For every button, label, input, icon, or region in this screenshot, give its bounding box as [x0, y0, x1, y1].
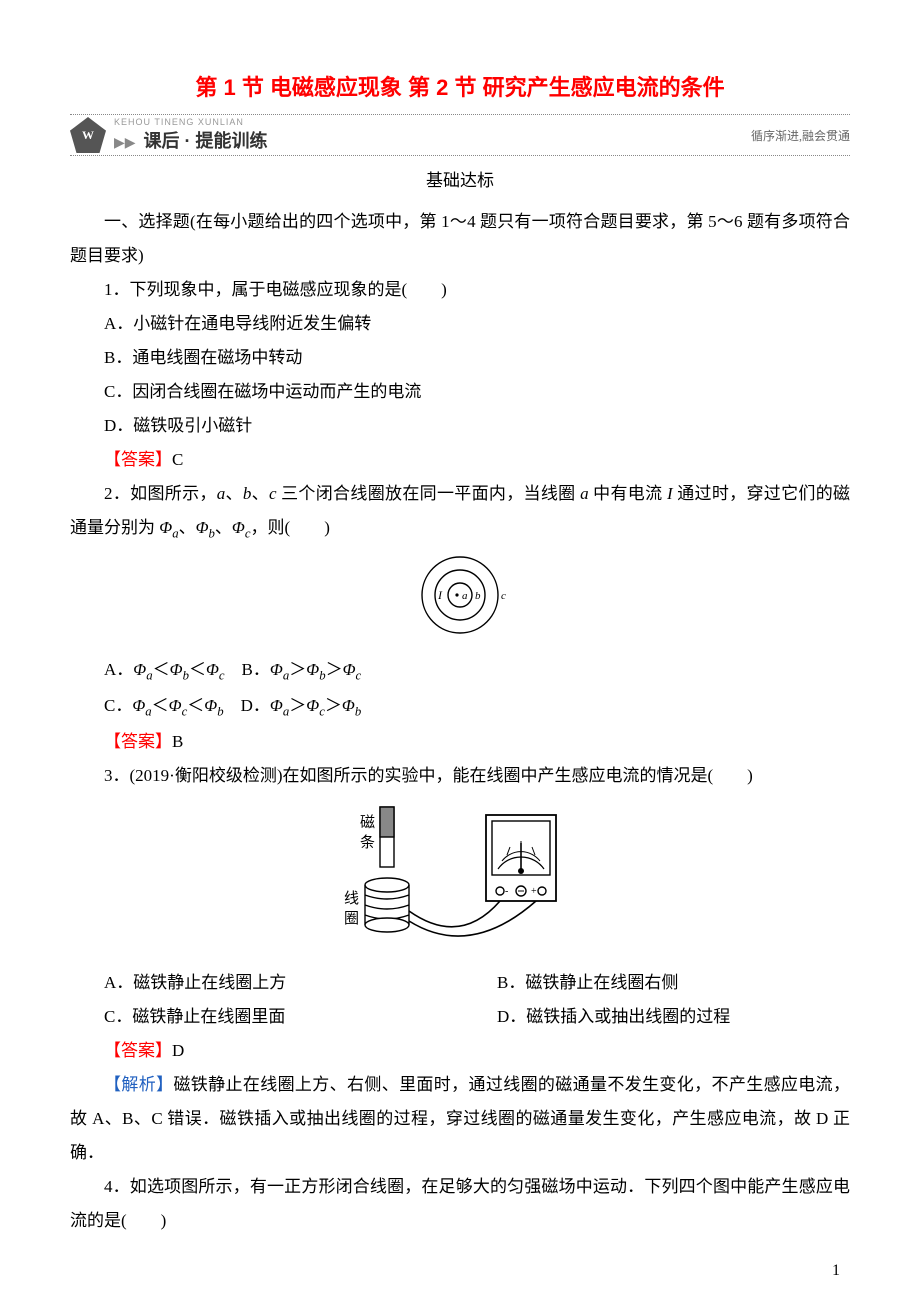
q4-stem: 4．如选项图所示，有一正方形闭合线圈，在足够大的匀强磁场中运动．下列四个图中能产… — [70, 1170, 850, 1238]
arrow-icon: ▶▶ — [114, 136, 136, 151]
q2-stem: 2．如图所示，a、b、c 三个闭合线圈放在同一平面内，当线圈 a 中有电流 I … — [70, 477, 850, 547]
fig-magnet-label-1: 磁 — [360, 814, 375, 831]
fig-magnet-label-2: 条 — [360, 834, 375, 851]
q1-answer: 【答案】C — [70, 443, 850, 477]
experiment-figure-icon: 磁 条 线 圈 - — [300, 799, 620, 949]
fig-label-b: b — [475, 590, 481, 602]
q2-answer-label: 【答案】 — [104, 732, 172, 751]
page-title: 第 1 节 电磁感应现象 第 2 节 研究产生感应电流的条件 — [70, 70, 850, 102]
q3-figure: 磁 条 线 圈 - — [70, 799, 850, 960]
fig-coil-label-1: 线 — [344, 890, 359, 907]
intro-text: 一、选择题(在每小题给出的四个选项中，第 1～4 题只有一项符合题目要求，第 5… — [70, 205, 850, 273]
banner-pinyin: KEHOU TINENG XUNLIAN — [114, 117, 268, 127]
q3-answer: 【答案】D — [70, 1034, 850, 1068]
q3-explain-text: 磁铁静止在线圈上方、右侧、里面时，通过线圈的磁通量不发生变化，不产生感应电流，故… — [70, 1075, 850, 1162]
fig-label-a: a — [462, 590, 468, 602]
q3-options-row2: C．磁铁静止在线圈里面 D．磁铁插入或抽出线圈的过程 — [70, 1000, 850, 1034]
q1-answer-label: 【答案】 — [104, 450, 172, 469]
fig-coil-label-2: 圈 — [344, 911, 359, 927]
banner-sub: 循序渐进,融会贯通 — [751, 127, 850, 144]
q3-opt-b: B．磁铁静止在线圈右侧 — [497, 966, 850, 1000]
q1-answer-value: C — [172, 450, 183, 469]
q3-answer-value: D — [172, 1041, 184, 1060]
banner-main: 课后 · 提能训练 — [144, 131, 268, 151]
fig-label-c: c — [501, 590, 506, 602]
q1-opt-a: A．小磁针在通电导线附近发生偏转 — [70, 307, 850, 341]
q3-opt-a: A．磁铁静止在线圈上方 — [104, 966, 457, 1000]
q1-stem: 1．下列现象中，属于电磁感应现象的是( ) — [70, 273, 850, 307]
q3-options-row1: A．磁铁静止在线圈上方 B．磁铁静止在线圈右侧 — [70, 966, 850, 1000]
q2-opts-ab: A．Φa＜Φb＜Φc B．Φa＞Φb＞Φc — [70, 653, 850, 689]
banner-logo-icon: W — [70, 117, 106, 153]
q3-answer-label: 【答案】 — [104, 1041, 172, 1060]
q1-opt-b: B．通电线圈在磁场中转动 — [70, 341, 850, 375]
q2-answer-value: B — [172, 732, 183, 751]
q2-opts-cd: C．Φa＜Φc＜Φb D．Φa＞Φc＞Φb — [70, 689, 850, 725]
q3-opt-c: C．磁铁静止在线圈里面 — [104, 1000, 457, 1034]
q2-answer: 【答案】B — [70, 725, 850, 759]
q3-stem: 3．(2019·衡阳校级检测)在如图所示的实验中，能在线圈中产生感应电流的情况是… — [70, 759, 850, 793]
section-heading: 基础达标 — [70, 166, 850, 191]
page-number: 1 — [832, 1262, 840, 1280]
concentric-circles-icon: I a b c — [400, 553, 520, 637]
q2-figure: I a b c — [70, 553, 850, 648]
q3-opt-d: D．磁铁插入或抽出线圈的过程 — [497, 1000, 850, 1034]
q3-explain: 【解析】磁铁静止在线圈上方、右侧、里面时，通过线圈的磁通量不发生变化，不产生感应… — [70, 1068, 850, 1170]
svg-text:-: - — [505, 886, 508, 897]
q1-opt-c: C．因闭合线圈在磁场中运动而产生的电流 — [70, 375, 850, 409]
section-banner: W KEHOU TINENG XUNLIAN ▶▶ 课后 · 提能训练 循序渐进… — [70, 114, 850, 156]
fig-label-i: I — [437, 588, 443, 602]
banner-title-row: ▶▶ 课后 · 提能训练 — [114, 127, 268, 153]
q3-explain-label: 【解析】 — [104, 1075, 173, 1094]
svg-text:+: + — [531, 886, 537, 897]
banner-left: W KEHOU TINENG XUNLIAN ▶▶ 课后 · 提能训练 — [70, 117, 268, 153]
q1-opt-d: D．磁铁吸引小磁针 — [70, 409, 850, 443]
banner-texts: KEHOU TINENG XUNLIAN ▶▶ 课后 · 提能训练 — [114, 117, 268, 153]
